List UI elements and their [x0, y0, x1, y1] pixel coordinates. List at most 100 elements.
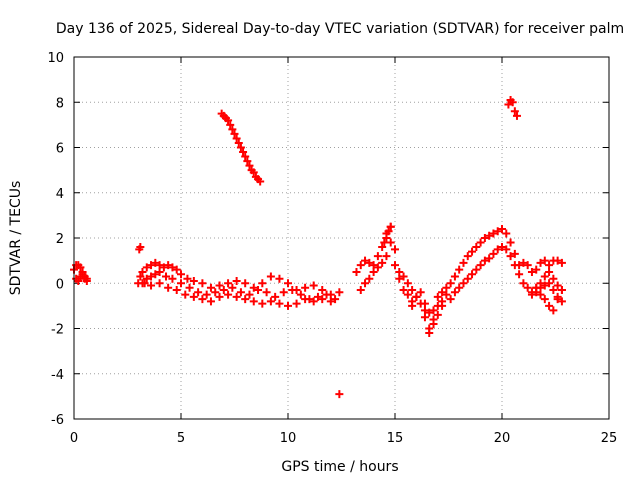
- data-point: [540, 281, 549, 290]
- data-point: [147, 281, 156, 290]
- y-tick-label: 6: [56, 142, 64, 157]
- data-point: [331, 295, 340, 304]
- data-point: [249, 168, 258, 177]
- y-tick-label: 0: [56, 277, 64, 292]
- data-point: [361, 256, 370, 265]
- data-point: [301, 283, 310, 292]
- data-point: [177, 270, 185, 279]
- data-point: [545, 261, 554, 270]
- data-point: [523, 283, 532, 292]
- data-point: [545, 267, 554, 276]
- data-point: [382, 234, 391, 242]
- data-point: [271, 292, 280, 301]
- data-point: [292, 299, 301, 308]
- data-point: [177, 279, 185, 288]
- data-point: [472, 243, 481, 252]
- data-point: [553, 292, 562, 301]
- data-point: [142, 274, 151, 283]
- data-point: [403, 279, 412, 288]
- data-point: [553, 281, 562, 290]
- data-point: [540, 272, 549, 281]
- data-point: [512, 111, 521, 120]
- data-point: [241, 152, 250, 161]
- data-point: [172, 286, 181, 295]
- data-point: [540, 256, 549, 265]
- data-point: [140, 279, 149, 288]
- data-point: [420, 299, 429, 308]
- data-point: [335, 390, 344, 399]
- data-point: [243, 157, 252, 166]
- data-point: [215, 281, 224, 290]
- data-point: [433, 310, 442, 319]
- data-point: [258, 299, 267, 308]
- x-axis-label: GPS time / hours: [281, 459, 398, 475]
- data-point: [288, 286, 297, 295]
- data-point: [138, 267, 147, 276]
- data-point: [256, 177, 265, 186]
- data-point: [206, 297, 215, 306]
- data-point: [515, 270, 524, 279]
- data-point: [468, 270, 477, 279]
- data-point: [284, 279, 292, 288]
- data-point: [395, 274, 404, 283]
- y-tick-label: -6: [51, 413, 64, 428]
- data-point: [365, 274, 374, 283]
- data-point: [313, 292, 322, 301]
- data-point: [545, 279, 554, 288]
- data-point: [502, 245, 511, 254]
- data-point: [356, 261, 365, 270]
- data-point: [168, 274, 177, 283]
- data-point: [378, 258, 387, 267]
- data-point: [532, 265, 541, 274]
- grid: [73, 56, 610, 420]
- data-point: [241, 295, 250, 304]
- data-point: [249, 297, 258, 306]
- data-point: [245, 290, 254, 299]
- data-point: [391, 261, 399, 270]
- data-point: [399, 272, 408, 281]
- data-point: [162, 272, 171, 281]
- data-point: [76, 263, 85, 272]
- x-tick-label: 15: [387, 431, 404, 446]
- data-point: [365, 258, 374, 267]
- data-point: [198, 295, 207, 304]
- data-point: [172, 265, 181, 274]
- data-point: [442, 290, 451, 299]
- data-point: [164, 283, 173, 292]
- data-point: [519, 258, 528, 267]
- data-point: [386, 222, 395, 231]
- data-point: [545, 301, 554, 310]
- data-point: [356, 286, 365, 295]
- data-point: [236, 143, 245, 152]
- y-tick-label: 4: [56, 187, 64, 202]
- data-point: [557, 286, 566, 295]
- data-point: [239, 148, 248, 157]
- data-point: [510, 261, 519, 270]
- plot-frame: [73, 56, 610, 420]
- data-point: [241, 279, 250, 288]
- data-point: [232, 134, 241, 143]
- data-point: [224, 279, 233, 288]
- data-point: [408, 301, 417, 310]
- data-point: [164, 261, 173, 270]
- data-point: [540, 295, 549, 304]
- data-point: [151, 270, 160, 279]
- data-point: [510, 107, 519, 116]
- data-point: [476, 238, 485, 247]
- data-point: [523, 261, 532, 270]
- data-point: [480, 234, 489, 242]
- data-point: [429, 306, 438, 315]
- data-point: [206, 283, 215, 292]
- data-point: [506, 238, 515, 247]
- data-point: [322, 290, 331, 299]
- data-point: [232, 292, 241, 301]
- data-point: [438, 288, 447, 297]
- data-point: [536, 290, 545, 299]
- data-point: [489, 229, 498, 238]
- data-point: [399, 286, 408, 295]
- data-point: [508, 98, 517, 107]
- data-point: [506, 252, 515, 261]
- data-point: [82, 276, 91, 285]
- data-point: [335, 288, 344, 297]
- data-point: [416, 288, 425, 297]
